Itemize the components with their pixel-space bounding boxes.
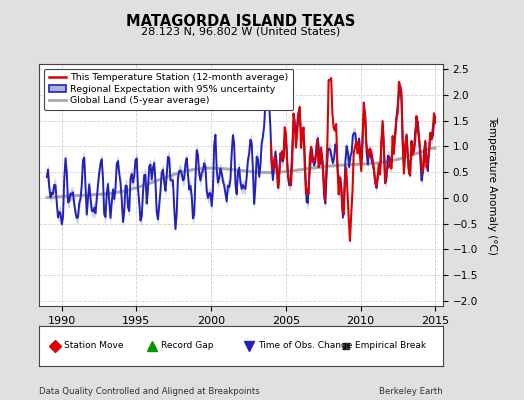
Text: Record Gap: Record Gap	[161, 342, 214, 350]
Y-axis label: Temperature Anomaly (°C): Temperature Anomaly (°C)	[487, 116, 497, 254]
Text: Empirical Break: Empirical Break	[355, 342, 426, 350]
Text: Berkeley Earth: Berkeley Earth	[379, 387, 443, 396]
Text: Data Quality Controlled and Aligned at Breakpoints: Data Quality Controlled and Aligned at B…	[39, 387, 260, 396]
Legend: This Temperature Station (12-month average), Regional Expectation with 95% uncer: This Temperature Station (12-month avera…	[44, 69, 293, 110]
Text: MATAGORDA ISLAND TEXAS: MATAGORDA ISLAND TEXAS	[126, 14, 356, 29]
Text: Time of Obs. Change: Time of Obs. Change	[258, 342, 352, 350]
Text: Station Move: Station Move	[64, 342, 124, 350]
Text: 28.123 N, 96.802 W (United States): 28.123 N, 96.802 W (United States)	[141, 26, 341, 36]
